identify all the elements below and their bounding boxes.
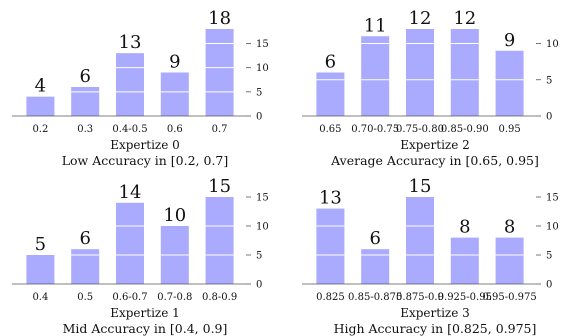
chart-subtitle: Low Accuracy in [0.2, 0.7] [61,153,229,168]
x-tick-label: 0.5 [77,292,93,303]
chart-caption: Expertize 3 [400,306,470,320]
y-tick-label: 5 [256,87,262,98]
bar-chart-expertize-0: 4 0.2 6 0.3 13 0.4-0.5 9 0.6 18 0.7 0 5 10 15 [12,8,269,135]
x-tick-label: 0.85-0.875 [348,292,402,303]
chart-subtitle: Average Accuracy in [0.65, 0.95] [331,153,539,168]
chart-panel-expertize-3: 13 0.825 6 0.85-0.875 15 0.875-0.9 8 0.925-0.95… [290,168,580,336]
chart-panel-expertize-0: 4 0.2 6 0.3 13 0.4-0.5 9 0.6 18 0.7 0 5 10 15 Experti… [0,0,290,168]
data-label: 14 [119,182,142,203]
bar [160,72,189,116]
bar-chart-expertize-3: 13 0.825 6 0.85-0.875 15 0.875-0.9 8 0.925-0.95… [302,176,559,303]
y-tick-label: 10 [546,39,559,50]
x-tick-label: 0.3 [77,124,93,135]
chart-caption: Expertize 0 [110,138,180,152]
bar [406,29,434,116]
x-tick-label: 0.75-0.80 [396,124,444,135]
x-tick-label: 0.6-0.7 [112,292,147,303]
data-label: 4 [35,76,46,97]
x-tick-label: 0.925-0.95 [438,292,492,303]
data-label: 12 [453,8,476,29]
x-tick-label: 0.8-0.9 [202,292,237,303]
y-tick-label: 0 [546,280,552,291]
data-label: 8 [459,217,470,238]
data-label: 5 [35,234,46,255]
y-tick-label: 5 [256,251,262,262]
y-tick-label: 0 [256,280,262,291]
x-tick-label: 0.65 [319,124,341,135]
chart-caption: Expertize 2 [400,138,470,152]
data-label: 15 [208,176,231,197]
bar [205,29,234,116]
y-tick-label: 15 [256,193,269,204]
bar [406,197,434,284]
data-label: 6 [369,228,380,249]
y-tick-label: 15 [546,193,559,204]
bar [316,72,345,116]
chart-caption: Expertize 1 [110,306,180,320]
data-label: 13 [119,32,142,53]
y-tick-label: 15 [256,39,269,50]
y-tick-label: 0 [256,112,262,123]
bar [116,202,144,284]
bar [71,249,100,284]
data-label: 9 [504,30,515,51]
data-label: 6 [325,52,336,73]
data-label: 9 [169,52,180,73]
x-tick-label: 0.4-0.5 [112,124,147,135]
x-tick-label: 0.7 [212,124,228,135]
chart-subtitle: Mid Accuracy in [0.4, 0.9] [62,321,228,336]
y-tick-label: 5 [546,75,552,86]
data-label: 15 [409,176,432,197]
x-tick-label: 0.7-0.8 [157,292,192,303]
bar-chart-expertize-2: 6 0.65 11 0.70-0.75 12 0.75-0.80 12 0.85-0.90 9 0… [302,8,559,135]
y-tick-label: 10 [256,63,269,74]
data-label: 6 [79,228,90,249]
data-label: 6 [79,66,90,87]
bar [205,197,234,284]
x-tick-label: 0.6 [167,124,183,135]
chart-subtitle: High Accuracy in [0.825, 0.975] [333,321,537,336]
bar [361,36,390,116]
x-tick-label: 0.85-0.90 [441,124,489,135]
x-tick-label: 0.825 [316,292,345,303]
y-tick-label: 10 [546,222,559,233]
x-tick-label: 0.4 [32,292,48,303]
x-tick-label: 0.95-0.975 [482,292,536,303]
data-label: 11 [364,15,387,36]
y-tick-label: 10 [256,222,269,233]
x-tick-label: 0.95 [498,124,520,135]
y-tick-label: 0 [546,112,552,123]
chart-panel-expertize-1: 5 0.4 6 0.5 14 0.6-0.7 10 0.7-0.8 15 0.8-0.9 0 5 10 1… [0,168,290,336]
data-label: 8 [504,217,515,238]
x-tick-label: 0.70-0.75 [351,124,399,135]
data-label: 10 [163,205,186,226]
bar [116,53,144,116]
chart-panel-expertize-2: 6 0.65 11 0.70-0.75 12 0.75-0.80 12 0.85-0.90 9 0… [290,0,580,168]
bar-chart-expertize-1: 5 0.4 6 0.5 14 0.6-0.7 10 0.7-0.8 15 0.8-0.9 0 5 10 1… [12,176,269,303]
bar [26,255,55,284]
x-tick-label: 0.2 [32,124,48,135]
data-label: 18 [208,8,231,29]
data-label: 13 [319,188,342,209]
bar [26,96,55,116]
y-tick-label: 5 [546,251,552,262]
bar [316,208,345,284]
bar [450,237,479,284]
bar [495,50,524,116]
data-label: 12 [409,8,432,29]
bar [495,237,524,284]
bar [450,29,479,116]
x-tick-label: 0.875-0.9 [396,292,444,303]
bar [361,249,390,284]
